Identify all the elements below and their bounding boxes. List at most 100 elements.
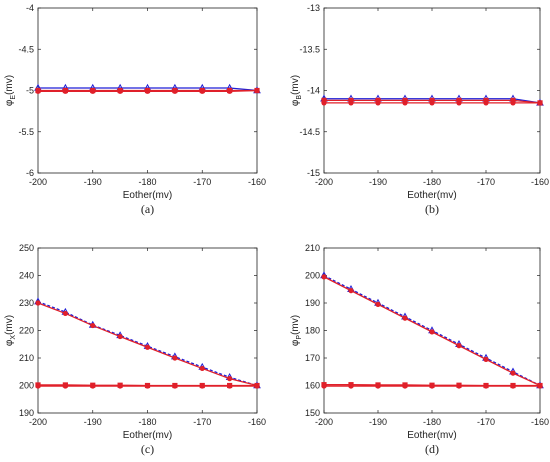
y-tick-label: 170: [305, 353, 320, 363]
data-point: [62, 383, 68, 389]
data-point: [483, 100, 489, 106]
data-point: [117, 333, 123, 340]
data-point: [62, 88, 68, 94]
x-tick-label: -190: [369, 417, 387, 427]
series-line: [37, 301, 258, 387]
x-axis-label: Eother(mv): [407, 430, 456, 441]
data-point: [90, 88, 96, 94]
y-axis-label: φX(mv): [4, 315, 17, 346]
data-point: [35, 88, 41, 94]
data-point: [375, 100, 381, 106]
data-point: [456, 100, 462, 106]
panel-label: (a): [141, 202, 154, 216]
data-point: [402, 383, 408, 389]
y-tick-label: 150: [305, 408, 320, 418]
chart-panel: -200 -190 -180 -170 -160 -6 -5.5 -5 -4.5 -4 Eother…: [4, 3, 266, 216]
y-tick-label: 240: [19, 271, 34, 281]
data-point: [537, 383, 543, 389]
y-tick-label: -13: [307, 3, 320, 13]
panel-label: (c): [141, 442, 154, 456]
x-tick-label: -180: [138, 417, 156, 427]
data-point: [227, 376, 233, 382]
data-point: [510, 370, 516, 376]
x-tick-label: -190: [84, 177, 102, 187]
chart-panel: -200 -190 -180 -170 -160 190 200 210 220 230 240 25…: [4, 243, 266, 456]
y-tick-label: 220: [19, 326, 34, 336]
x-tick-label: -190: [84, 417, 102, 427]
x-tick-label: -160: [531, 417, 549, 427]
data-point: [90, 322, 96, 329]
y-tick-label: -14: [307, 86, 320, 96]
y-tick-label: 230: [19, 298, 34, 308]
y-tick-label: 250: [19, 243, 34, 253]
data-point: [321, 383, 327, 389]
data-point: [172, 355, 178, 361]
x-tick-label: -170: [193, 417, 211, 427]
data-point: [90, 383, 96, 389]
data-point: [510, 383, 516, 389]
data-point: [227, 383, 233, 389]
x-tick-label: -160: [248, 177, 266, 187]
data-point: [348, 100, 354, 106]
x-tick-label: -160: [531, 177, 549, 187]
x-tick-label: -170: [193, 177, 211, 187]
x-tick-label: -180: [138, 177, 156, 187]
data-point: [375, 301, 381, 307]
y-tick-label: -5: [26, 86, 34, 96]
data-point: [35, 383, 41, 389]
x-tick-label: -200: [315, 417, 333, 427]
data-point: [375, 383, 381, 389]
data-series: [321, 100, 543, 106]
data-point: [117, 383, 123, 389]
data-point: [348, 383, 354, 389]
y-axis-label: φE(mv): [4, 75, 17, 106]
data-point: [429, 383, 435, 389]
data-point: [35, 300, 41, 306]
data-series: [321, 383, 543, 389]
chart-panel: -200 -190 -180 -170 -160 -15 -14.5 -14 -13.5 -13 E…: [290, 3, 549, 216]
y-tick-label: -13.5: [299, 44, 320, 54]
y-tick-label: 190: [19, 408, 34, 418]
data-point: [510, 100, 516, 106]
x-tick-label: -200: [29, 417, 47, 427]
x-axis-label: Eother(mv): [407, 190, 456, 201]
data-point: [483, 383, 489, 389]
y-tick-label: -6: [26, 168, 34, 178]
y-tick-label: -5.5: [18, 127, 34, 137]
y-tick-label: 200: [19, 381, 34, 391]
x-tick-label: -190: [369, 177, 387, 187]
data-point: [144, 344, 151, 350]
data-point: [348, 288, 354, 294]
data-point: [199, 383, 205, 389]
data-point: [62, 310, 68, 317]
y-axis-label: φB(mv): [290, 75, 303, 106]
data-point: [199, 88, 205, 94]
chart-panel: -200 -190 -180 -170 -160 150 160 170 180 190 200 21…: [290, 243, 549, 456]
y-tick-label: -4: [26, 3, 34, 13]
data-series: [35, 383, 260, 389]
data-point: [402, 100, 408, 106]
y-tick-label: -4.5: [18, 44, 34, 54]
data-point: [321, 100, 327, 106]
data-point: [172, 88, 178, 94]
x-tick-label: -200: [315, 177, 333, 187]
y-tick-label: 200: [305, 271, 320, 281]
data-point: [429, 329, 435, 335]
data-point: [483, 356, 489, 362]
data-point: [456, 383, 462, 389]
x-tick-label: -170: [477, 177, 495, 187]
y-tick-label: -15: [307, 168, 320, 178]
data-series: [35, 87, 260, 94]
x-tick-label: -180: [423, 177, 441, 187]
data-series: [35, 300, 260, 389]
plot-area: [323, 7, 541, 174]
data-point: [254, 383, 260, 389]
data-point: [172, 383, 178, 389]
y-tick-label: 160: [305, 381, 320, 391]
data-point: [537, 100, 543, 106]
y-tick-label: 190: [305, 298, 320, 308]
x-axis-label: Eother(mv): [123, 190, 172, 201]
panel-label: (b): [425, 202, 439, 216]
data-point: [456, 343, 462, 349]
